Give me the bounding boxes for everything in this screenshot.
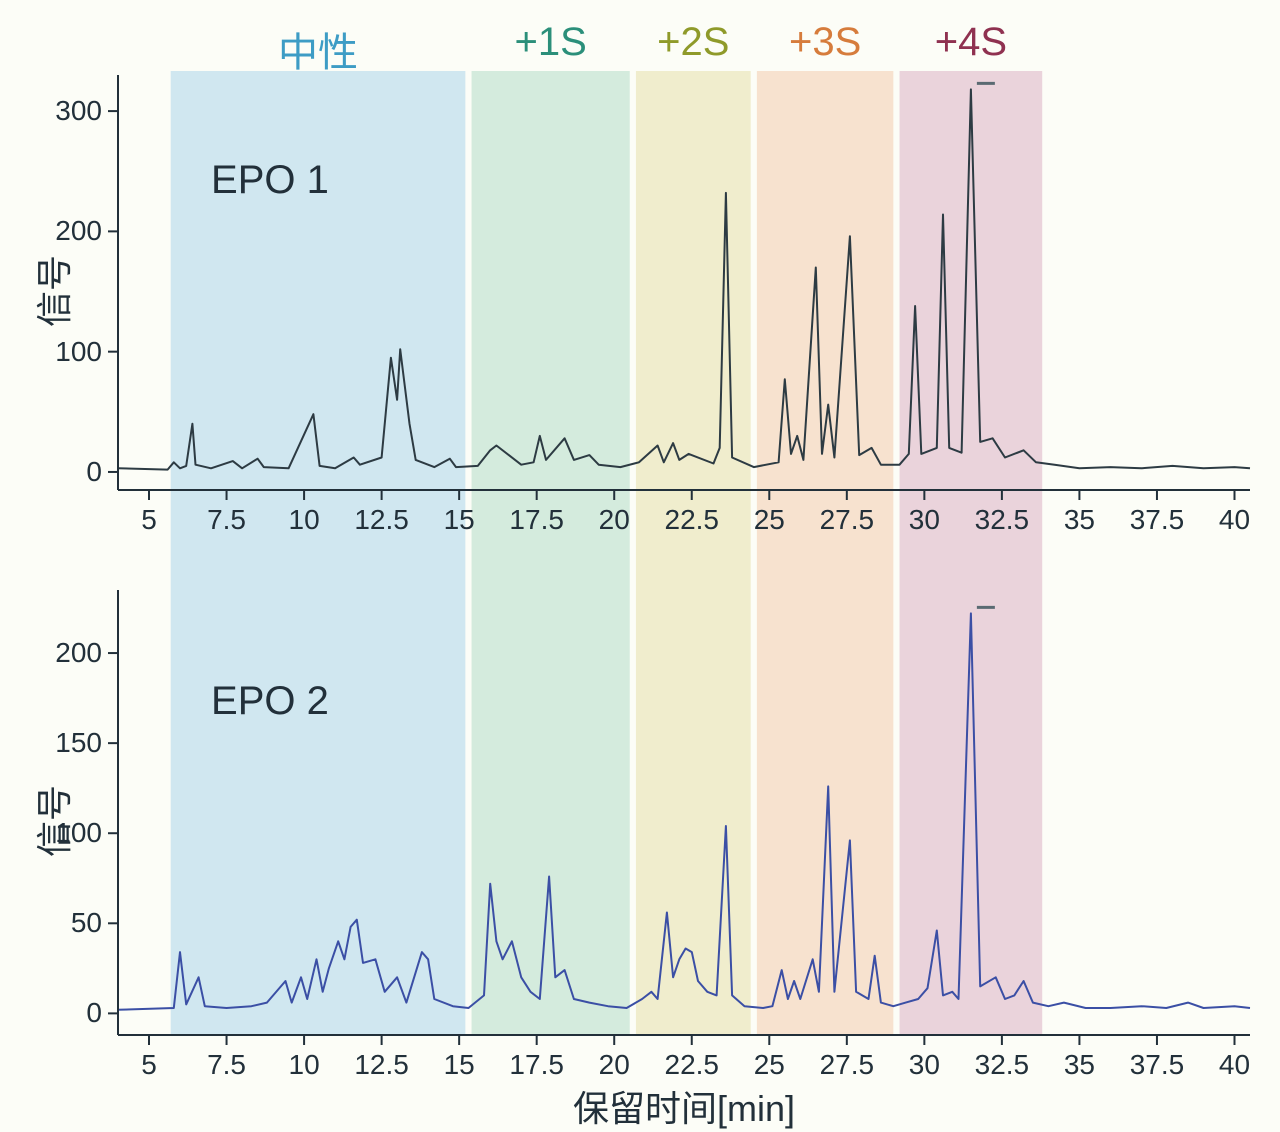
plot-svg bbox=[0, 0, 1280, 1126]
chromatogram-figure: 中性+1S+2S+3S+4SEPO 1信号010020030057.51012.… bbox=[0, 0, 1280, 1126]
